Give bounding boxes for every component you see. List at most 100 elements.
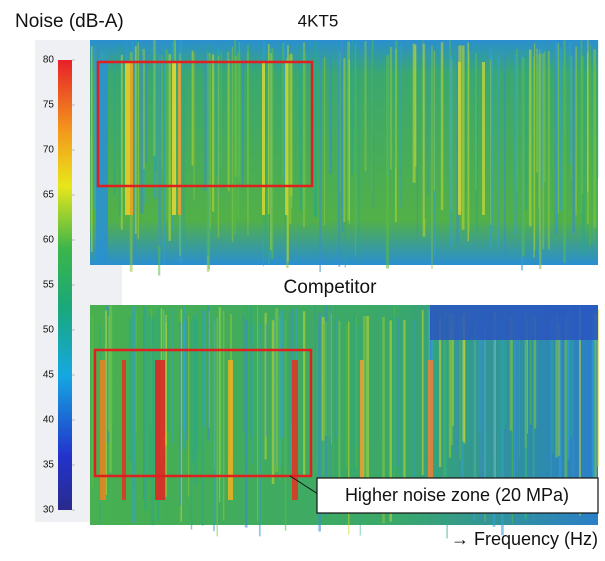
texture-stripe — [153, 40, 156, 156]
texture-stripe — [555, 42, 558, 231]
texture-stripe — [267, 43, 270, 215]
texture-stripe — [193, 52, 195, 200]
texture-stripe — [280, 310, 284, 439]
colorbar — [58, 60, 72, 510]
texture-stripe — [424, 41, 426, 219]
texture-stripe — [478, 314, 481, 433]
texture-stripe — [135, 314, 137, 434]
texture-stripe — [218, 307, 222, 479]
texture-band — [122, 360, 126, 500]
colorbar-tick-label: 55 — [43, 280, 55, 291]
texture-stripe — [231, 46, 234, 242]
highlight-box — [93, 348, 313, 478]
texture-stripe — [135, 40, 138, 231]
texture-stripe — [222, 310, 225, 521]
texture-stripe — [403, 319, 406, 493]
texture-stripe — [271, 320, 275, 484]
texture-stripe — [413, 319, 415, 509]
texture-stripe — [541, 46, 543, 187]
texture-stripe — [247, 52, 249, 236]
texture-stripe — [264, 51, 267, 262]
texture-band — [428, 360, 433, 500]
texture-stripe — [358, 48, 360, 263]
texture-stripe — [379, 308, 381, 441]
texture-stripe — [448, 313, 452, 458]
texture-stripe — [475, 53, 477, 191]
texture-stripe — [565, 315, 568, 511]
texture-stripe — [164, 46, 166, 196]
texture-stripe — [290, 56, 293, 208]
texture-stripe — [551, 315, 555, 454]
colorbar-tick-label: 40 — [43, 415, 55, 426]
texture-stripe — [204, 55, 207, 191]
texture-stripe — [450, 323, 453, 445]
texture-stripe — [462, 313, 465, 442]
texture-stripe — [515, 49, 518, 192]
texture-stripe — [168, 54, 171, 241]
texture-stripe — [427, 58, 429, 195]
colorbar-tick-label: 70 — [43, 145, 55, 156]
texture-stripe — [504, 307, 507, 425]
texture-stripe — [113, 55, 116, 195]
texture-stripe — [137, 42, 139, 240]
texture-stripe — [444, 306, 448, 513]
texture-stripe — [532, 310, 535, 479]
texture-stripe — [431, 45, 433, 269]
texture-stripe — [354, 44, 357, 256]
texture-stripe — [559, 48, 563, 212]
texture-stripe — [347, 41, 351, 221]
texture-stripe — [154, 54, 158, 171]
texture-stripe — [163, 59, 166, 265]
highlight-box — [96, 60, 314, 188]
texture-stripe — [90, 46, 93, 253]
texture-stripe — [514, 54, 517, 235]
texture-stripe — [180, 308, 183, 522]
texture-stripe — [563, 40, 566, 263]
texture-stripe — [529, 313, 532, 425]
texture-stripe — [593, 49, 596, 228]
texture-stripe — [515, 306, 517, 452]
texture-stripe — [578, 307, 581, 516]
texture-stripe — [550, 321, 552, 483]
texture-stripe — [151, 319, 155, 526]
texture-stripe — [580, 40, 583, 214]
panel-label: 4KT5 — [298, 11, 339, 30]
texture-stripe — [109, 308, 113, 424]
colorbar-tick-label: 75 — [43, 100, 55, 111]
texture-stripe — [140, 55, 144, 214]
texture-stripe — [498, 314, 501, 478]
texture-stripe — [492, 317, 496, 527]
texture-stripe — [362, 315, 366, 478]
texture-stripe — [268, 46, 272, 252]
texture-stripe — [216, 317, 218, 537]
texture-stripe — [538, 54, 540, 209]
texture-stripe — [491, 54, 493, 233]
texture-stripe — [179, 322, 181, 506]
texture-stripe — [288, 55, 292, 225]
texture-stripe — [192, 314, 196, 463]
texture-stripe — [299, 46, 303, 211]
texture-stripe — [288, 311, 291, 470]
texture-band — [172, 62, 176, 215]
texture-stripe — [329, 50, 332, 174]
texture-stripe — [389, 46, 393, 170]
texture-stripe — [459, 313, 461, 460]
texture-band — [228, 360, 233, 500]
texture-stripe — [244, 320, 248, 528]
texture-stripe — [569, 41, 571, 164]
texture-stripe — [557, 43, 560, 214]
texture-stripe — [158, 42, 161, 246]
texture-stripe — [166, 317, 169, 432]
texture-stripe — [107, 315, 110, 432]
texture-stripe — [394, 314, 396, 474]
texture-band — [125, 62, 130, 215]
texture-stripe — [201, 307, 204, 526]
texture-stripe — [105, 310, 108, 495]
texture-stripe — [238, 59, 241, 183]
texture-stripe — [118, 45, 121, 218]
texture-stripe — [353, 315, 356, 498]
texture-stripe — [449, 55, 453, 246]
texture-stripe — [314, 305, 316, 463]
texture-stripe — [302, 311, 306, 478]
